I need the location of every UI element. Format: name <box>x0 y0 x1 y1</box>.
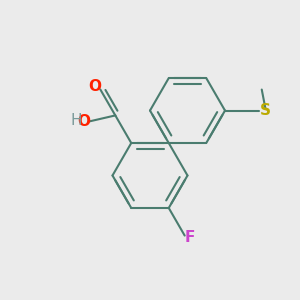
Text: H: H <box>70 113 82 128</box>
Text: O: O <box>88 79 101 94</box>
Text: O: O <box>77 114 90 129</box>
Text: F: F <box>185 230 195 244</box>
Text: S: S <box>260 103 271 118</box>
